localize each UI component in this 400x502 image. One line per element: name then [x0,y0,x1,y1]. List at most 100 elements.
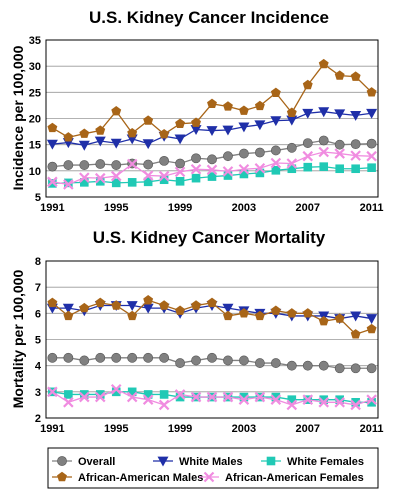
incidence-point-overall [47,161,58,172]
legend-label: White Males [179,456,243,468]
incidence-point-white-males [190,125,202,135]
mortality-y-axis-label: Mortality per 100,000 [10,270,26,409]
mortality-point-african-american-females [334,397,345,408]
incidence-point-african-american-males [207,98,217,109]
mortality-point-african-american-males [175,305,186,315]
incidence-x-tick-label: 2011 [360,202,384,214]
incidence-point-overall [95,159,106,169]
legend-item-african-american-females: African-American Females [199,471,364,484]
mortality-point-african-american-females [238,394,250,405]
incidence-point-overall [79,160,90,170]
incidence-y-tick-label: 20 [29,114,41,126]
mortality-point-overall [159,352,170,363]
incidence-x-tick-label: 1991 [40,202,64,214]
mortality-point-white-males [366,314,378,325]
incidence-chart-title: U.S. Kidney Cancer Incidence [89,8,329,27]
incidence-point-overall [207,154,217,165]
mortality-point-african-american-males [286,308,297,318]
mortality-point-african-american-males [95,297,106,308]
mortality-point-african-american-females [158,399,170,411]
mortality-point-overall [302,360,313,371]
mortality-chart: U.S. Kidney Cancer Mortality Mortality p… [10,228,384,435]
incidence-point-african-american-females [190,163,202,175]
incidence-point-overall [302,138,313,148]
mortality-y-ticks: 2 3 4 5 6 7 8 [35,256,42,425]
mortality-x-ticks: 1991 1995 1999 2003 2007 2011 [40,423,383,435]
mortality-point-white-females [127,387,137,397]
mortality-series-overall [47,352,377,374]
mortality-point-overall [95,352,106,363]
mortality-series-african-american-males [47,295,377,339]
mortality-point-overall [143,352,154,363]
incidence-series [46,58,378,190]
incidence-point-white-females [111,178,121,188]
incidence-point-white-females [255,168,265,178]
incidence-y-ticks: 5 10 15 20 25 30 35 [29,35,41,204]
mortality-point-overall [254,358,265,368]
mortality-point-african-american-females [302,394,314,405]
incidence-point-african-american-males [254,100,265,111]
legend-marker-white-females [266,456,276,466]
incidence-point-african-american-females [238,163,250,175]
incidence-point-african-american-males [47,122,58,133]
incidence-point-african-american-females [94,172,106,184]
incidence-point-african-american-males [159,129,170,139]
incidence-point-african-american-males [223,101,233,111]
incidence-point-african-american-males [95,125,106,135]
incidence-point-overall [175,158,185,169]
incidence-point-african-american-females [206,164,218,176]
mortality-point-african-american-males [159,300,170,310]
incidence-series-white-males [46,107,378,151]
incidence-point-african-american-males [63,132,74,142]
incidence-point-white-females [351,164,360,174]
mortality-series-african-american-females [47,383,377,411]
mortality-point-overall [127,352,138,363]
incidence-point-african-american-males [366,87,377,97]
incidence-point-african-american-females [110,170,122,182]
incidence-x-tick-label: 1999 [168,202,192,214]
legend-label: African-American Males [78,472,203,484]
incidence-point-african-american-females [174,166,186,178]
mortality-point-african-american-males [254,310,265,321]
incidence-point-white-males [366,108,378,119]
incidence-y-tick-label: 10 [29,166,41,178]
incidence-point-white-males [318,107,330,118]
mortality-point-overall [223,355,233,366]
mortality-point-white-males [62,303,74,314]
incidence-point-overall [191,153,201,164]
mortality-point-white-females [287,395,297,404]
incidence-point-overall [318,135,329,146]
mortality-point-white-males [142,303,154,314]
incidence-point-white-females [143,177,153,187]
legend-marker-white-males [157,456,169,467]
incidence-point-african-american-females [350,150,361,161]
legend-item-white-females: White Females [261,456,364,468]
mortality-x-tick-label: 1999 [168,423,192,435]
incidence-point-overall [223,151,233,162]
mortality-point-african-american-females [222,391,234,403]
incidence-x-tick-label: 2003 [232,202,256,214]
incidence-point-white-females [271,166,281,175]
mortality-point-african-american-females [366,394,377,405]
incidence-point-african-american-females [254,162,266,174]
mortality-point-african-american-females [63,397,74,408]
mortality-point-african-american-males [334,313,345,323]
mortality-y-tick-label: 2 [35,413,41,425]
mortality-point-white-males [126,301,138,311]
mortality-point-white-males [350,311,362,322]
mortality-point-overall [366,363,377,374]
incidence-point-african-american-females [126,158,138,170]
mortality-point-african-american-females [350,399,361,411]
mortality-point-african-american-males [47,297,58,308]
mortality-point-white-females [143,390,153,399]
mortality-point-african-american-males [302,308,313,318]
incidence-point-african-american-females [47,176,58,188]
mortality-y-tick-label: 6 [35,308,41,320]
mortality-point-white-females [271,392,281,402]
incidence-point-white-females [95,177,105,186]
incidence-point-white-females [207,172,217,181]
mortality-point-african-american-males [79,302,90,313]
incidence-point-african-american-males [191,117,201,127]
mortality-point-white-females [239,392,249,402]
